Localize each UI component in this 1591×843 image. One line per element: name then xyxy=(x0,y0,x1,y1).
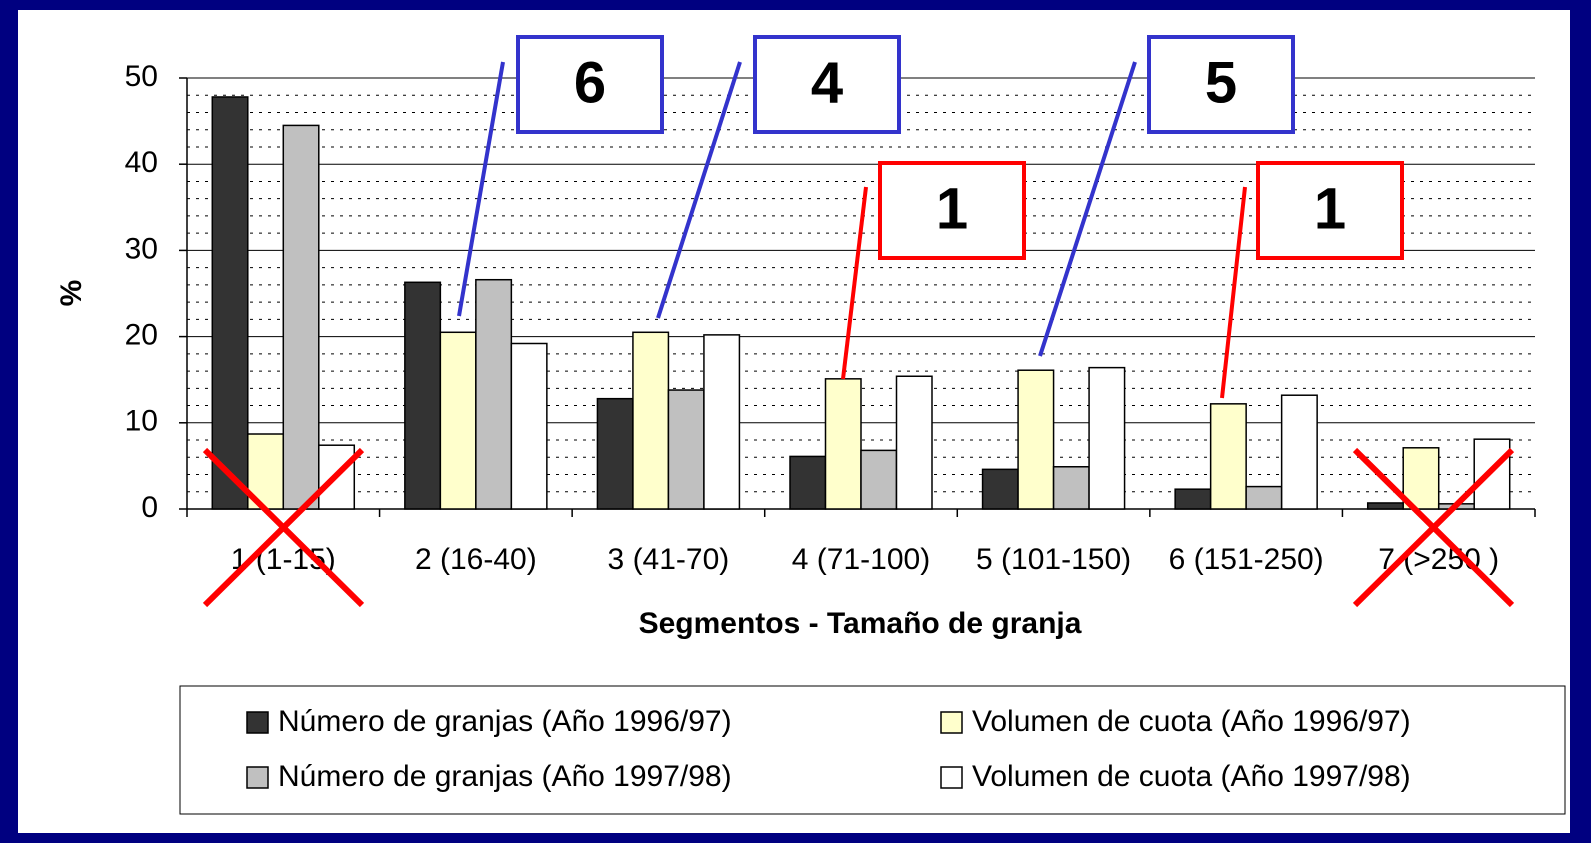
x-tick-label: 4 (71-100) xyxy=(792,543,930,576)
bar xyxy=(1245,485,1283,510)
legend-label: Número de granjas (Año 1996/97) xyxy=(278,705,732,738)
legend-swatch xyxy=(246,711,269,734)
bar xyxy=(1280,394,1318,510)
bar xyxy=(1017,369,1055,510)
annotation: 1 xyxy=(1314,176,1346,241)
legend-swatch xyxy=(246,766,269,789)
bar xyxy=(1402,447,1440,510)
bar xyxy=(510,342,548,510)
y-tick-label: 40 xyxy=(125,146,158,179)
bar xyxy=(439,331,477,510)
callout-box xyxy=(878,161,1026,260)
cross-out xyxy=(202,447,365,608)
legend-label: Número de granjas (Año 1997/98) xyxy=(278,760,732,793)
y-tick-label: 30 xyxy=(125,232,158,265)
legend-swatch xyxy=(940,766,963,789)
x-axis-label: Segmentos - Tamaño de granja xyxy=(639,607,1082,640)
callout-box xyxy=(753,35,901,134)
legend-label: Volumen de cuota (Año 1996/97) xyxy=(972,705,1411,738)
annotation: 6 xyxy=(574,50,606,115)
bar xyxy=(981,468,1019,510)
bar xyxy=(475,278,513,510)
bar xyxy=(860,449,898,510)
bar xyxy=(789,455,827,510)
callout-box xyxy=(1256,161,1404,260)
callout-box xyxy=(516,35,664,134)
bar xyxy=(404,281,442,510)
bar xyxy=(1366,502,1404,510)
bar xyxy=(282,124,320,510)
callout-box xyxy=(1147,35,1295,134)
callout-line xyxy=(1220,186,1247,399)
bar xyxy=(596,397,634,510)
annotation: 4 xyxy=(811,50,843,115)
x-tick-label: 3 (41-70) xyxy=(608,543,730,576)
y-tick-label: 0 xyxy=(141,491,158,524)
callout-line xyxy=(457,61,505,317)
callout-line xyxy=(841,186,868,380)
y-tick-label: 10 xyxy=(125,405,158,438)
bar xyxy=(211,96,249,510)
bar xyxy=(895,375,933,510)
x-tick-label: 2 (16-40) xyxy=(415,543,537,576)
bar xyxy=(1473,438,1511,510)
callout-line xyxy=(656,61,742,319)
bar xyxy=(632,331,670,510)
annotation: 1 xyxy=(936,176,968,241)
y-axis-label: % xyxy=(55,280,88,307)
bar xyxy=(1088,366,1126,510)
y-tick-label: 50 xyxy=(125,60,158,93)
bar xyxy=(667,389,705,510)
annotation: 5 xyxy=(1205,50,1237,115)
legend-swatch xyxy=(940,711,963,734)
bar xyxy=(703,334,741,510)
callout-line xyxy=(1038,61,1137,357)
y-tick-label: 20 xyxy=(125,319,158,352)
bar xyxy=(1052,466,1090,510)
bar xyxy=(1174,488,1212,510)
bar xyxy=(824,378,862,510)
legend-label: Volumen de cuota (Año 1997/98) xyxy=(972,760,1411,793)
cross-out xyxy=(1352,447,1515,608)
legend-box xyxy=(179,685,1566,815)
bar xyxy=(1209,403,1247,510)
x-tick-label: 6 (151-250) xyxy=(1169,543,1324,576)
x-tick-label: 5 (101-150) xyxy=(976,543,1131,576)
